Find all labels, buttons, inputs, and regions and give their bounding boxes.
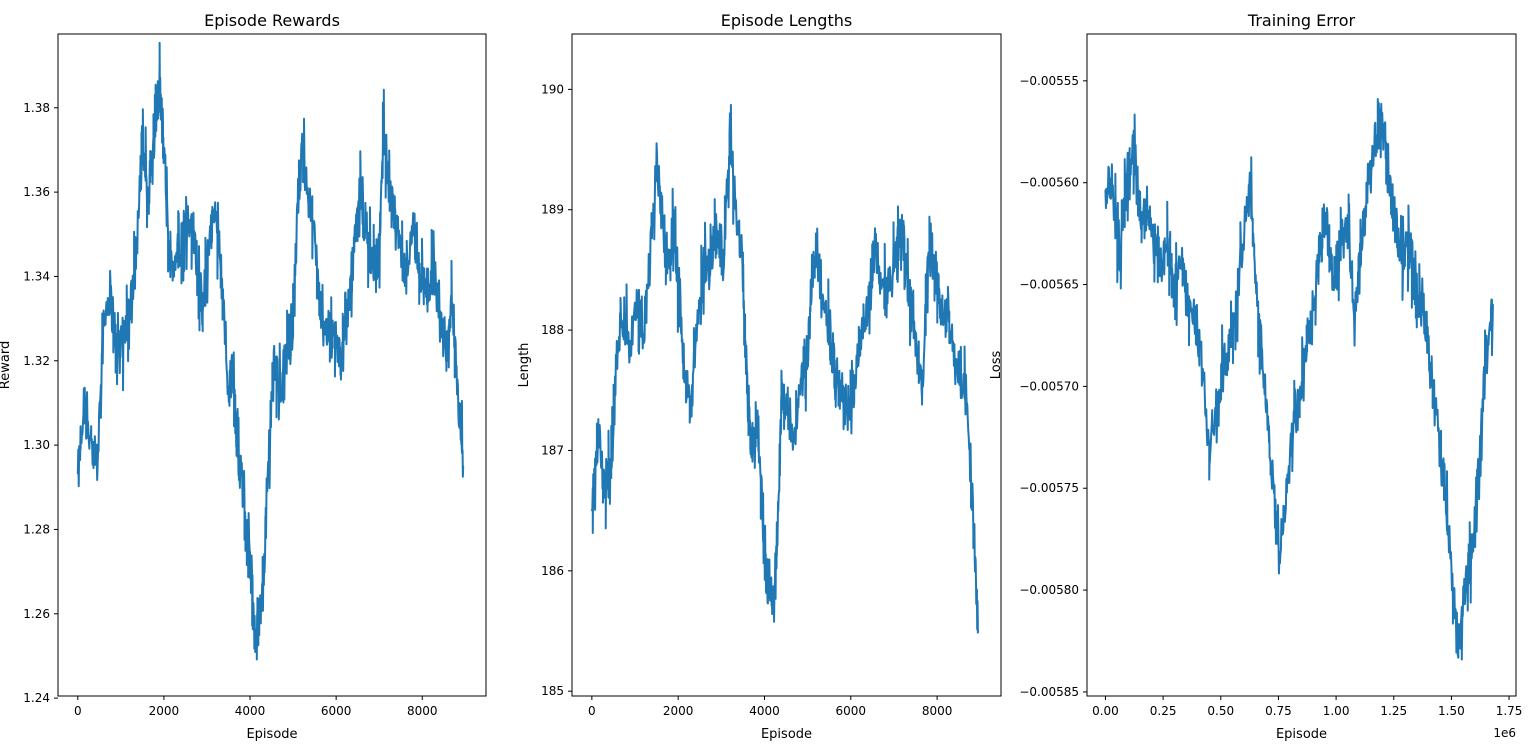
plot-frame [571,33,1002,697]
x-tick-label: 6000 [321,704,352,718]
y-tick-label: −0.00565 [1019,278,1079,292]
y-tick-label: −0.00580 [1019,583,1079,597]
plot-frame [1086,33,1517,697]
x-tick-label: 1.25 [1380,704,1407,718]
episode-lengths-panel: Episode Lengths Episode Length 0 2000 4000… [517,11,1002,742]
y-tick-label: 1.26 [23,607,50,621]
y-tick-label: 1.24 [23,691,50,705]
x-tick-label: 0.50 [1207,704,1234,718]
chart-title: Training Error [1247,11,1356,30]
x-tick-label: 2000 [663,704,694,718]
y-tick-label: −0.00570 [1019,379,1079,393]
y-tick-label: 190 [541,82,564,96]
y-tick-label: 1.36 [23,185,50,199]
y-tick-label: 185 [541,684,564,698]
series-line [76,41,465,661]
y-axis-label: Reward [0,341,13,389]
x-tick-label: 0.00 [1092,704,1119,718]
x-tick-label: 1.50 [1438,704,1465,718]
y-tick-label: 187 [541,443,564,457]
y-tick-label: 186 [541,564,564,578]
x-tick-label: 2000 [149,704,180,718]
y-tick-label: 1.38 [23,101,50,115]
chart-title: Episode Lengths [721,11,852,30]
y-tick-label: −0.00585 [1019,685,1079,699]
x-tick-label: 0.75 [1265,704,1292,718]
plot-frame [57,33,487,697]
x-axis-label: Episode [761,727,812,742]
x-offset-label: 1e6 [1493,726,1516,740]
series-line [1104,97,1494,661]
y-tick-label: 189 [541,203,564,217]
y-tick-label: −0.00575 [1019,481,1079,495]
y-axis-label: Length [517,343,532,388]
y-tick-label: 1.28 [23,522,50,536]
x-tick-label: 1.75 [1496,704,1523,718]
y-axis-label: Loss [989,351,1004,380]
y-tick-label: 1.30 [23,438,50,452]
y-tick-label: −0.00555 [1019,74,1079,88]
x-tick-label: 1.00 [1323,704,1350,718]
episode-rewards-panel: Episode Rewards Episode Reward 0 2000 4000… [0,11,487,742]
x-tick-label: 4000 [235,704,266,718]
x-tick-label: 8000 [922,704,953,718]
x-tick-label: 6000 [836,704,867,718]
y-tick-label: 1.34 [23,269,50,283]
chart-title: Episode Rewards [204,11,340,30]
x-tick-label: 0 [588,704,596,718]
x-axis-label: Episode [1276,727,1327,742]
series-line [590,103,980,634]
x-tick-label: 8000 [407,704,438,718]
x-tick-label: 0.25 [1150,704,1177,718]
y-tick-label: −0.00560 [1019,176,1079,190]
x-tick-label: 0 [74,704,82,718]
x-tick-label: 4000 [749,704,780,718]
training-error-panel: Training Error Episode Loss 1e6 0.00 0.25… [989,11,1522,742]
x-axis-label: Episode [246,727,297,742]
y-tick-label: 188 [541,323,564,337]
y-tick-label: 1.32 [23,354,50,368]
